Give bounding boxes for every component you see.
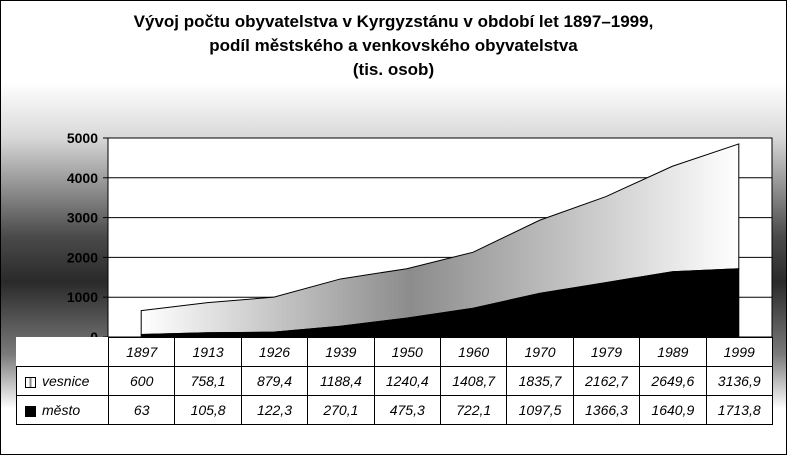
data-label: 2649,6 <box>639 366 707 396</box>
y-tick-label: 1000 <box>67 289 98 305</box>
title-line-1: Vývoj počtu obyvatelstva v Kyrgyzstánu v… <box>133 12 654 31</box>
data-table: 1897 1913 1926 1939 1950 1960 1970 1979 1989 1999… <box>16 337 773 425</box>
y-tick-label: 4000 <box>67 170 98 186</box>
x-tick-label: 1960 <box>439 337 508 367</box>
x-tick-label: 1913 <box>174 337 242 367</box>
chart-title: Vývoj počtu obyvatelstva v Kyrgyzstánu v… <box>60 10 727 82</box>
y-tick-label: 2000 <box>67 249 98 265</box>
data-label: 122,3 <box>240 395 309 425</box>
legend-key-mesto <box>25 405 36 417</box>
area-series <box>140 143 740 338</box>
data-label: 63 <box>107 395 176 425</box>
legend-key-vesnice <box>25 376 36 388</box>
x-tick-label: 1926 <box>240 337 309 367</box>
y-tick-label: 5000 <box>67 130 98 146</box>
data-label: 879,4 <box>240 366 309 396</box>
data-label: 3136,9 <box>705 366 773 396</box>
data-label: 1640,9 <box>639 395 707 425</box>
title-line-3: (tis. osob) <box>352 60 435 79</box>
data-label: 722,1 <box>439 395 508 425</box>
x-tick-label: 1979 <box>572 337 641 367</box>
y-tick-label: 3000 <box>67 210 98 226</box>
data-label: 758,1 <box>174 366 242 396</box>
data-label: 1835,7 <box>506 366 574 396</box>
legend-entry-mesto: město <box>16 395 109 425</box>
table-row-mesto: město 63 105,8 122,3 270,1 475,3 722,1 1097,5 13… <box>16 395 773 425</box>
x-tick-label: 1989 <box>639 337 707 367</box>
title-line-2: podíl městského a venkovského obyvatelst… <box>209 36 578 55</box>
data-label: 105,8 <box>174 395 242 425</box>
table-row-vesnice: vesnice 600 758,1 879,4 1188,4 1240,4 1408,7 18… <box>16 366 773 396</box>
x-tick-label: 1950 <box>373 337 441 367</box>
data-label: 475,3 <box>373 395 441 425</box>
legend-label: vesnice <box>42 373 90 389</box>
data-label: 1366,3 <box>572 395 641 425</box>
x-tick-label: 1999 <box>705 337 773 367</box>
legend-label: město <box>42 402 81 418</box>
x-tick-label: 1970 <box>506 337 574 367</box>
area-mesto <box>140 268 740 338</box>
table-row-years: 1897 1913 1926 1939 1950 1960 1970 1979 1989 1999 <box>16 337 773 367</box>
data-label: 1713,8 <box>705 395 773 425</box>
data-label: 600 <box>107 366 176 396</box>
x-tick-label: 1939 <box>307 337 375 367</box>
legend-entry-vesnice: vesnice <box>16 366 109 396</box>
y-axis: 010002000300040005000 <box>67 130 109 345</box>
data-label: 1240,4 <box>373 366 441 396</box>
data-label: 1408,7 <box>439 366 508 396</box>
x-tick-label: 1897 <box>107 337 176 367</box>
data-label: 1188,4 <box>307 366 375 396</box>
data-label: 1097,5 <box>506 395 574 425</box>
table-corner-cell <box>16 337 109 367</box>
data-label: 2162,7 <box>572 366 641 396</box>
data-label: 270,1 <box>307 395 375 425</box>
